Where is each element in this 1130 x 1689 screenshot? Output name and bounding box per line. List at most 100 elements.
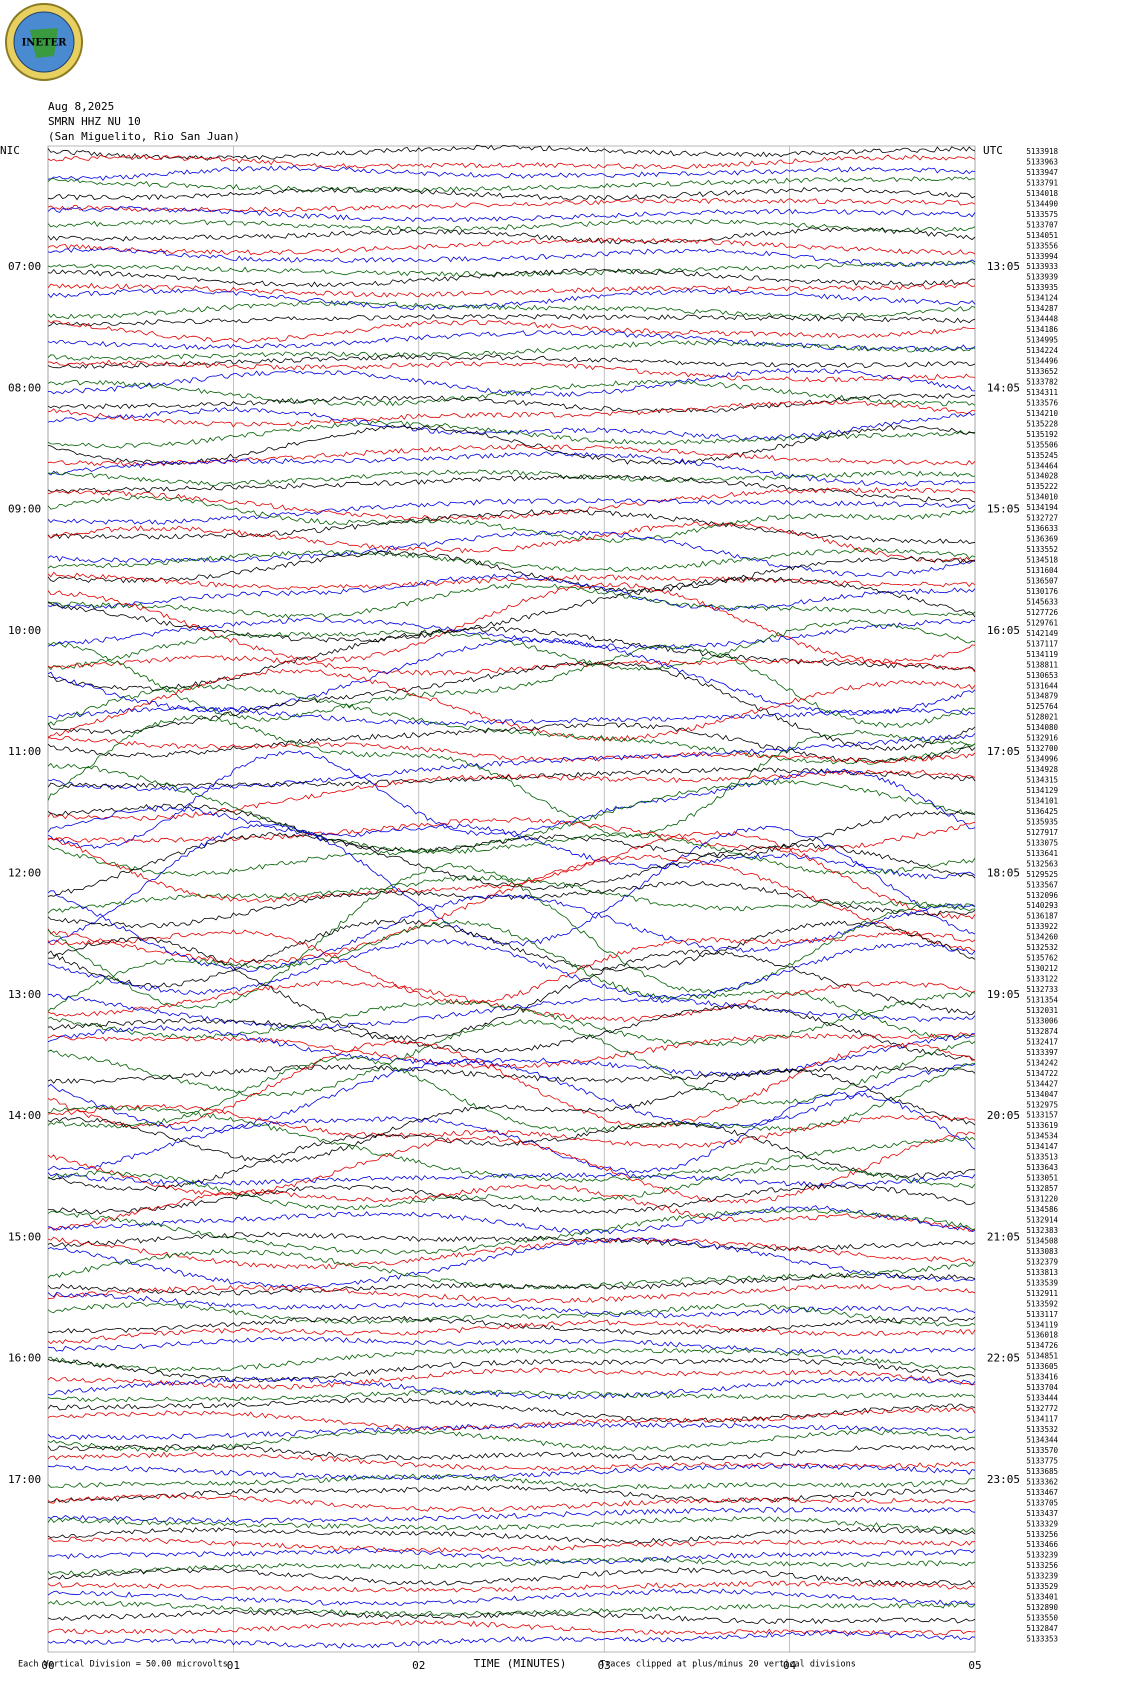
trace — [47, 722, 976, 764]
trace-id: 5133256 — [1026, 1561, 1058, 1570]
trace — [47, 1580, 976, 1593]
trace — [47, 1557, 976, 1576]
trace-id: 5133239 — [1026, 1572, 1058, 1581]
right-time: 20:05 — [987, 1109, 1020, 1122]
trace — [47, 260, 976, 277]
trace-id: 5134147 — [1026, 1142, 1058, 1151]
trace-id: 5132727 — [1026, 514, 1058, 523]
trace — [47, 1301, 976, 1327]
right-time: 18:05 — [987, 867, 1020, 880]
trace — [47, 980, 976, 1023]
location: (San Miguelito, Rio San Juan) — [48, 130, 240, 143]
trace-id: 5134224 — [1026, 346, 1058, 355]
trace-id: 5133397 — [1026, 1048, 1058, 1057]
trace-id: 5136633 — [1026, 524, 1058, 533]
trace-id: 5127917 — [1026, 828, 1058, 837]
trace-id: 5133933 — [1026, 262, 1058, 271]
trace-id: 5133575 — [1026, 210, 1058, 219]
trace — [47, 854, 976, 965]
trace-id: 5133685 — [1026, 1467, 1058, 1476]
trace-id: 5134028 — [1026, 472, 1058, 481]
trace-id: 5132847 — [1026, 1624, 1058, 1633]
trace-id: 5134242 — [1026, 1058, 1058, 1067]
trace — [47, 832, 976, 897]
trace — [47, 400, 976, 428]
trace — [47, 993, 976, 1030]
trace-id: 5133467 — [1026, 1488, 1058, 1497]
trace — [47, 919, 976, 1039]
trace-id: 5134928 — [1026, 765, 1058, 774]
trace-id: 5134722 — [1026, 1069, 1058, 1078]
trace-id: 5135228 — [1026, 419, 1058, 428]
right-time: 17:05 — [987, 745, 1020, 758]
trace — [47, 206, 976, 223]
trace — [47, 406, 976, 441]
trace — [47, 1172, 976, 1187]
trace-id: 5132563 — [1026, 859, 1058, 868]
trace-id: 5134260 — [1026, 933, 1058, 942]
trace — [47, 1406, 976, 1431]
trace — [47, 1443, 976, 1461]
trace-id: 5134996 — [1026, 755, 1058, 764]
trace — [47, 874, 976, 914]
trace — [47, 521, 976, 564]
x-tick-label: 05 — [968, 1659, 981, 1672]
trace — [47, 550, 976, 593]
trace-id: 5134995 — [1026, 336, 1058, 345]
trace — [47, 1236, 976, 1270]
trace-id: 5133791 — [1026, 178, 1058, 187]
trace — [47, 750, 976, 849]
trace-id: 5136018 — [1026, 1331, 1058, 1340]
trace — [48, 469, 976, 486]
trace — [47, 576, 976, 643]
trace — [47, 1055, 975, 1134]
trace-id: 5129525 — [1026, 870, 1058, 879]
trace-id: 5132874 — [1026, 1027, 1058, 1036]
trace-id: 5133939 — [1026, 273, 1058, 282]
trace-id: 5136187 — [1026, 912, 1058, 921]
trace — [47, 247, 976, 268]
trace — [47, 1630, 976, 1649]
trace-id: 5137117 — [1026, 639, 1058, 648]
trace-id: 5134726 — [1026, 1341, 1058, 1350]
trace-id: 5132733 — [1026, 985, 1058, 994]
trace-id: 5133567 — [1026, 880, 1058, 889]
trace — [47, 288, 976, 311]
right-time: 21:05 — [987, 1230, 1020, 1243]
trace — [47, 1376, 976, 1400]
x-tick-label: 02 — [412, 1659, 425, 1672]
trace-id: 5133529 — [1026, 1582, 1058, 1591]
trace — [47, 1526, 976, 1544]
trace-id: 5133329 — [1026, 1519, 1058, 1528]
trace — [47, 918, 976, 988]
trace-id: 5133935 — [1026, 283, 1058, 292]
trace — [47, 767, 976, 789]
trace — [47, 805, 976, 880]
trace — [47, 661, 976, 752]
trace-id: 5135506 — [1026, 440, 1058, 449]
right-time: 22:05 — [987, 1352, 1020, 1365]
trace — [47, 1609, 976, 1625]
trace-id: 5131220 — [1026, 1195, 1058, 1204]
trace — [47, 735, 976, 764]
station: SMRN HHZ NU 10 — [48, 115, 141, 128]
trace — [47, 863, 976, 1009]
trace-id: 5131644 — [1026, 681, 1058, 690]
trace-id: 5132890 — [1026, 1603, 1058, 1612]
trace — [47, 268, 976, 288]
trace — [47, 1536, 976, 1553]
x-axis-title: TIME (MINUTES) — [474, 1657, 567, 1670]
trace-id: 5133922 — [1026, 922, 1058, 931]
trace — [47, 890, 976, 973]
trace — [47, 393, 976, 414]
trace — [47, 1040, 976, 1129]
trace — [47, 218, 976, 233]
trace-id: 5132772 — [1026, 1404, 1058, 1413]
trace-id: 5133947 — [1026, 168, 1058, 177]
trace-id: 5134101 — [1026, 796, 1058, 805]
trace — [48, 1183, 976, 1215]
logo: INETER — [5, 3, 83, 81]
trace-id: 5132700 — [1026, 744, 1058, 753]
trace-id: 5135222 — [1026, 482, 1058, 491]
date: Aug 8,2025 — [48, 100, 114, 113]
